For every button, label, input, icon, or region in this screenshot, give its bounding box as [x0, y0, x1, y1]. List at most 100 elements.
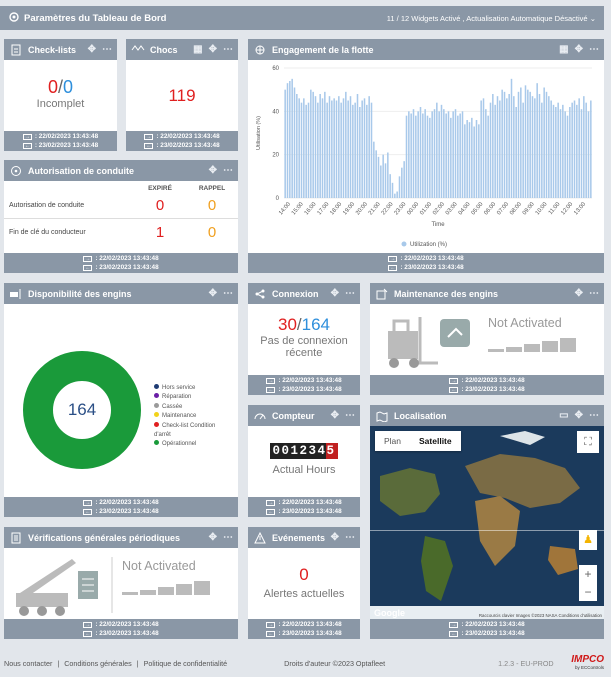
- bar: [347, 100, 349, 198]
- satellite-map[interactable]: Plan Satellite ⛶ ♟ + − Google Raccourcis …: [370, 426, 604, 619]
- bar: [529, 91, 531, 198]
- more-icon[interactable]: ⋯: [589, 44, 599, 55]
- x-tick-label: 13:00: [573, 201, 587, 216]
- bar: [517, 91, 520, 198]
- dashboard-settings-bar[interactable]: Paramètres du Tableau de Bord 11 / 12 Wi…: [0, 6, 604, 30]
- move-icon[interactable]: ✥: [208, 44, 217, 55]
- widget-dates: →: 22/02/2023 13:43:48 ←: 23/02/2023 13:4…: [4, 131, 117, 151]
- bar: [412, 109, 415, 198]
- legend-item: Opérationnel: [154, 440, 230, 449]
- more-icon[interactable]: ⋯: [102, 44, 112, 55]
- y-axis-label: Utilisation (%): [256, 116, 262, 150]
- more-icon[interactable]: ⋯: [345, 410, 355, 421]
- bar: [328, 96, 331, 198]
- expand-icon[interactable]: ▭: [559, 410, 569, 421]
- bar: [331, 100, 333, 198]
- widget-dates: →: 22/02/2023 13:43:48 ←: 23/02/2023 13:4…: [370, 619, 604, 639]
- bar: [424, 109, 426, 198]
- checklist-icon: [9, 43, 23, 57]
- more-icon[interactable]: ⋯: [345, 288, 355, 299]
- move-icon[interactable]: ✥: [87, 44, 96, 55]
- move-icon[interactable]: ✥: [208, 288, 217, 299]
- bar: [317, 102, 319, 198]
- bar: [527, 89, 529, 198]
- x-axis-label: Time: [431, 222, 445, 228]
- chart-icon[interactable]: ▦: [559, 44, 569, 55]
- move-icon[interactable]: ✥: [330, 532, 339, 543]
- bar: [335, 100, 338, 198]
- widget-title: Autorisation de conduite: [28, 165, 135, 176]
- move-icon[interactable]: ✥: [208, 532, 217, 543]
- map-attribution[interactable]: Raccourcis clavier Images ©2023 NASA Con…: [478, 613, 602, 618]
- separator: |: [57, 659, 60, 668]
- app-version: 1.2.3 - EU-PROD: [498, 659, 554, 668]
- bar: [366, 104, 368, 198]
- more-icon[interactable]: ⋯: [223, 288, 233, 299]
- copyright: Droits d'auteur ©2023 Optafleet: [284, 659, 386, 668]
- bar: [305, 104, 307, 198]
- more-icon[interactable]: ⋯: [345, 532, 355, 543]
- x-tick-label: 04:00: [458, 201, 472, 216]
- bar: [471, 117, 473, 198]
- more-icon[interactable]: ⋯: [223, 165, 233, 176]
- bar: [312, 91, 314, 198]
- bar: [284, 89, 286, 198]
- bar: [382, 154, 384, 198]
- move-icon[interactable]: ✥: [574, 288, 583, 299]
- steering-wheel-icon: [9, 164, 23, 178]
- bar: [300, 102, 303, 198]
- move-icon[interactable]: ✥: [574, 44, 583, 55]
- bar: [580, 109, 583, 198]
- bar: [531, 96, 534, 198]
- fullscreen-button[interactable]: ⛶: [577, 431, 599, 453]
- bar: [396, 191, 398, 198]
- equipment-availability-widget: Disponibilité des engins ✥ ⋯ 164 Hors serv…: [4, 283, 238, 517]
- terms-link[interactable]: Conditions générales: [64, 659, 132, 668]
- map-type-plan[interactable]: Plan: [384, 436, 402, 446]
- more-icon[interactable]: ⋯: [589, 288, 599, 299]
- more-icon[interactable]: ⋯: [223, 532, 233, 543]
- gauge-icon: [253, 409, 267, 423]
- legend-item: Réparation: [154, 393, 230, 402]
- bar: [555, 107, 557, 198]
- gear-icon: [8, 11, 20, 25]
- odometer-digits: 0012345: [270, 443, 338, 459]
- map-type-satellite[interactable]: Satellite: [419, 436, 452, 446]
- bar: [515, 107, 517, 198]
- bar: [338, 96, 340, 198]
- bar: [354, 102, 356, 198]
- zoom-controls: + −: [579, 565, 597, 601]
- contact-link[interactable]: Nous contacter: [4, 659, 53, 668]
- widget-title: Localisation: [394, 410, 447, 421]
- x-tick-label: 08:00: [509, 201, 523, 216]
- bar: [296, 94, 298, 198]
- zoom-out-button[interactable]: −: [584, 585, 592, 599]
- pegman-icon[interactable]: ♟: [579, 530, 597, 550]
- move-icon[interactable]: ✥: [330, 410, 339, 421]
- bar: [541, 102, 543, 198]
- y-tick-label: 60: [272, 66, 279, 72]
- engagement-icon: [253, 43, 267, 57]
- bar: [524, 85, 527, 198]
- bar: [501, 89, 503, 198]
- chart-icon[interactable]: ▦: [193, 44, 203, 55]
- more-icon[interactable]: ⋯: [589, 410, 599, 421]
- bar: [368, 96, 370, 198]
- zoom-in-button[interactable]: +: [584, 567, 592, 581]
- bar: [496, 96, 499, 198]
- bar: [468, 122, 471, 198]
- x-tick-label: 01:00: [419, 201, 433, 216]
- bar: [415, 115, 417, 198]
- move-icon[interactable]: ✥: [208, 165, 217, 176]
- warning-icon: [253, 531, 267, 545]
- bar: [473, 126, 475, 198]
- connection-label: Pas de connexion: [260, 335, 348, 347]
- chevron-down-icon[interactable]: ⌄: [589, 13, 596, 23]
- bar: [398, 176, 401, 198]
- move-icon[interactable]: ✥: [330, 288, 339, 299]
- alerts-label: Alertes actuelles: [263, 588, 345, 600]
- move-icon[interactable]: ✥: [574, 410, 583, 421]
- privacy-link[interactable]: Politique de confidentialité: [143, 659, 228, 668]
- bar: [478, 124, 480, 198]
- more-icon[interactable]: ⋯: [223, 44, 233, 55]
